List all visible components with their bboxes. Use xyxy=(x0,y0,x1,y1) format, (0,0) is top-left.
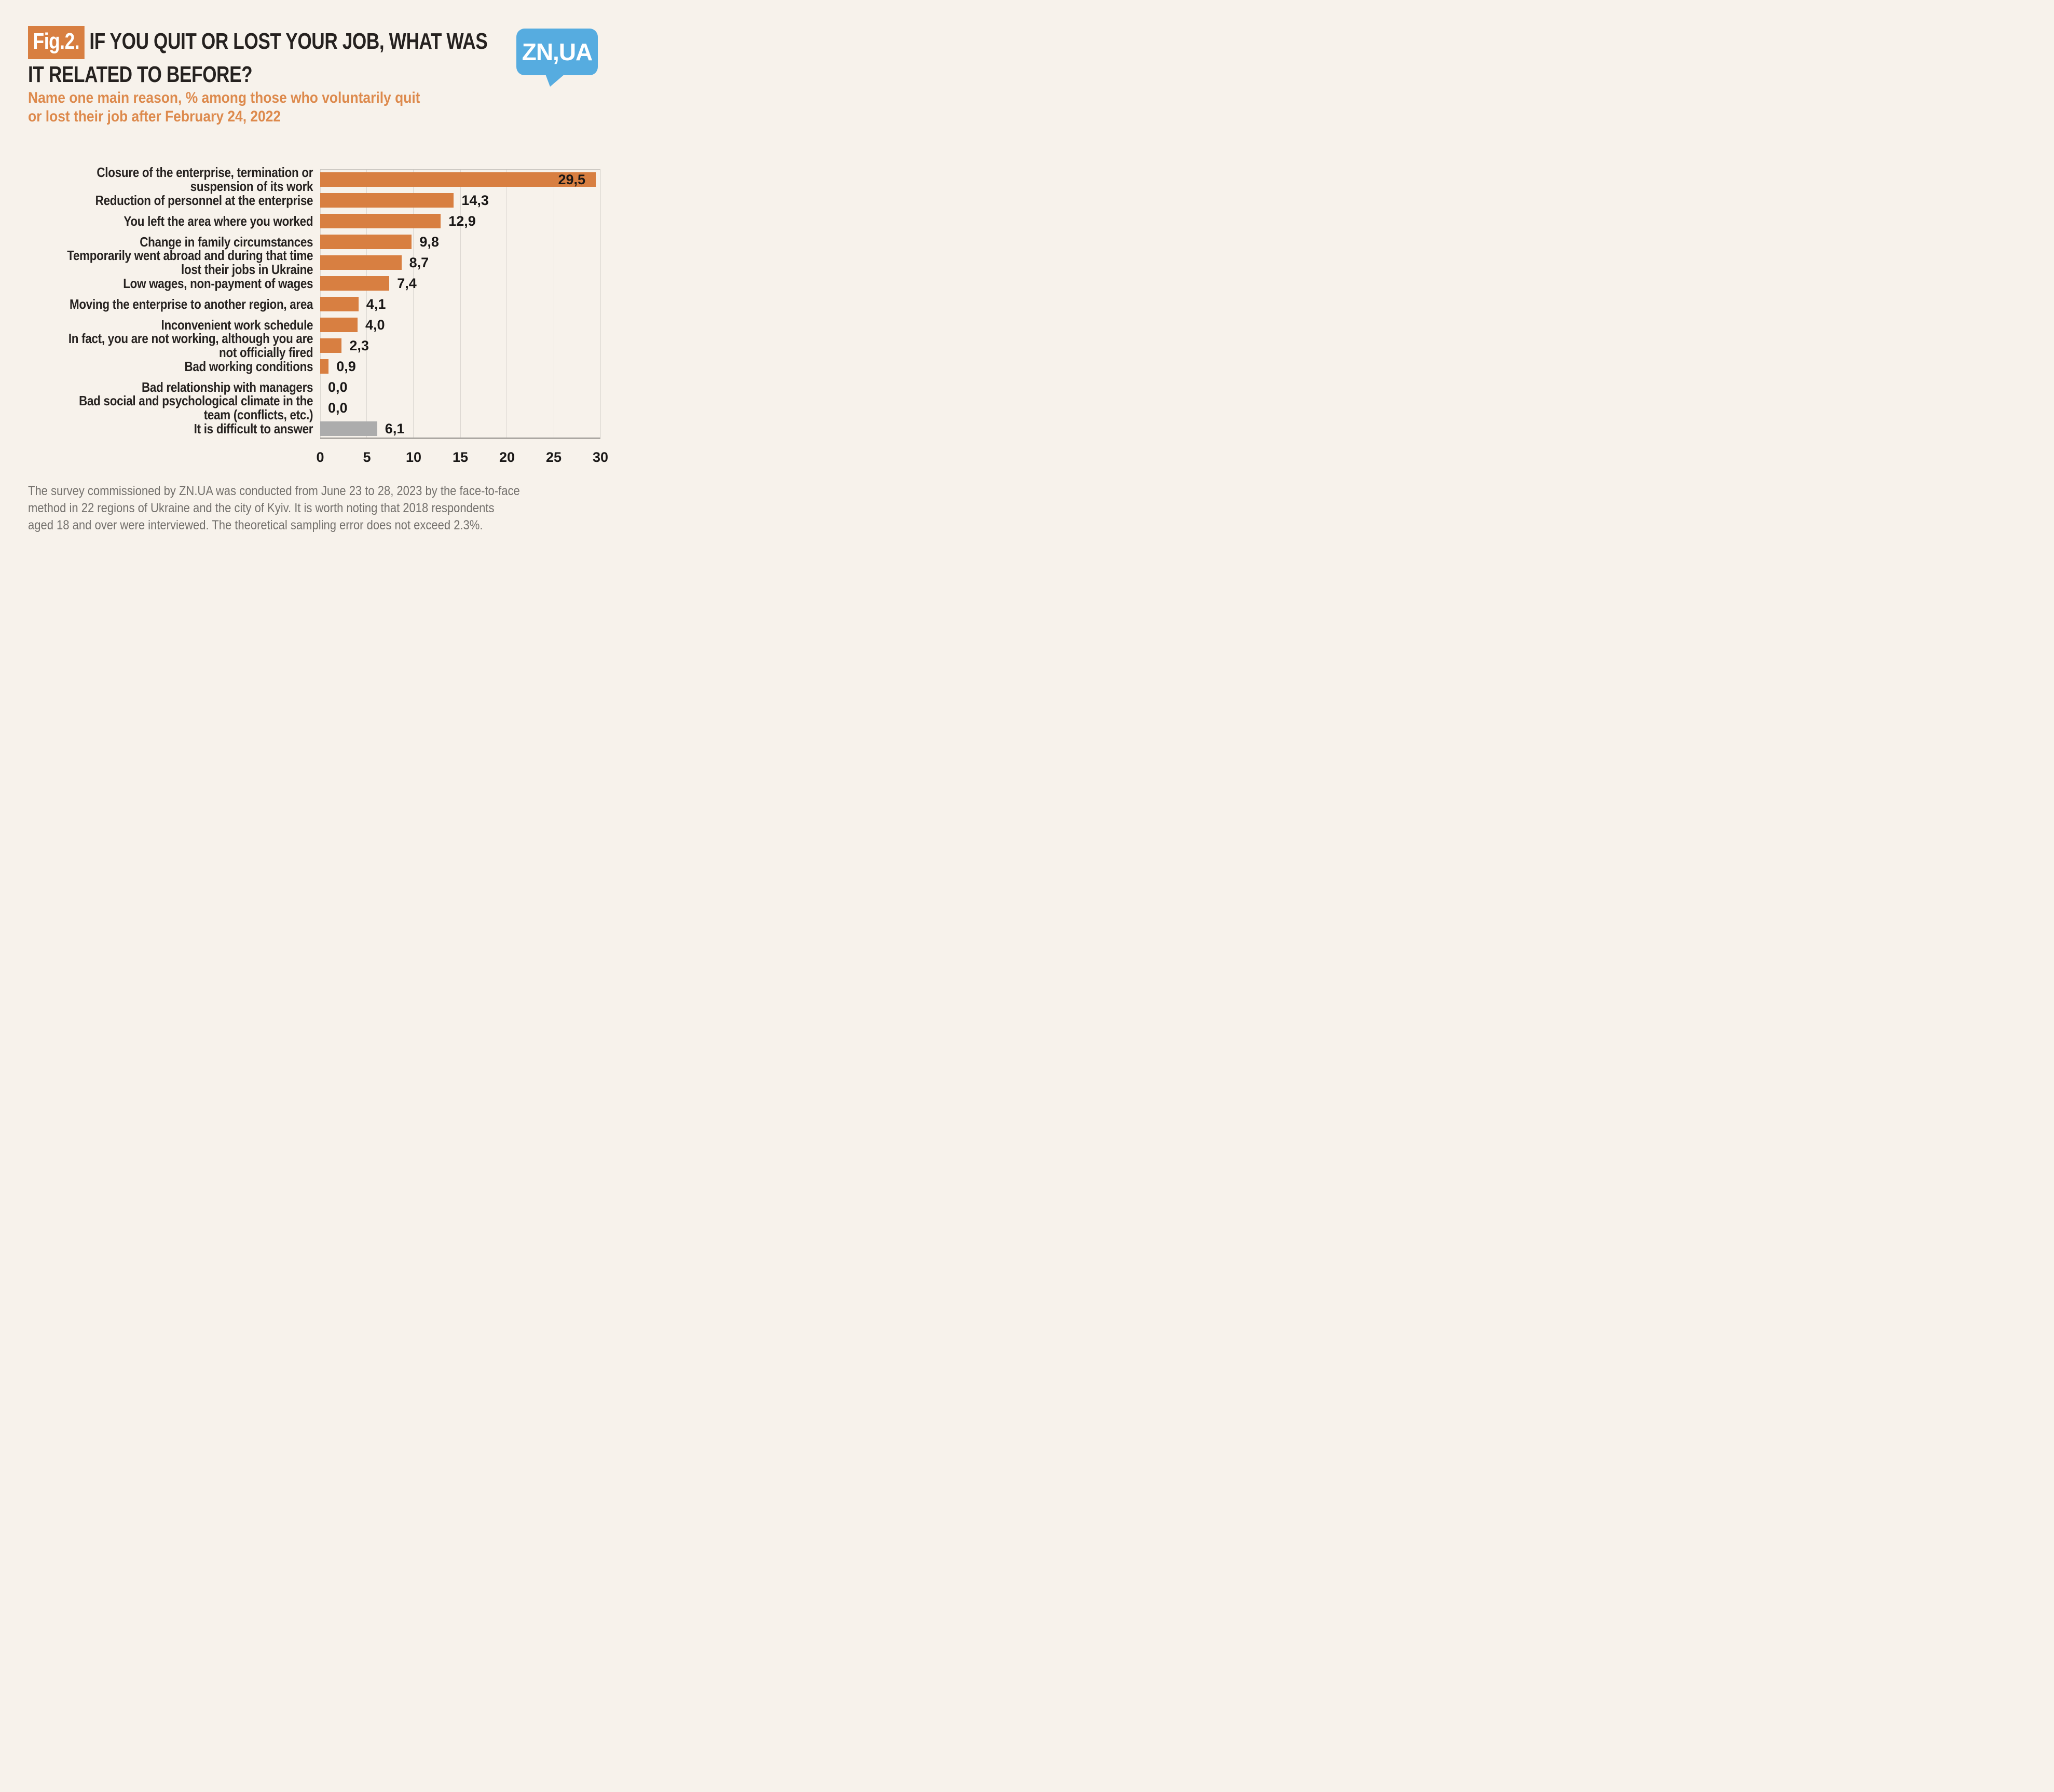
bar-cell: 14,3 xyxy=(320,190,600,211)
bar-cell: 12,9 xyxy=(320,211,600,231)
x-tick-label: 15 xyxy=(452,449,469,465)
chart-row: Bad social and psychological climate in … xyxy=(17,394,600,422)
category-label: Closure of the enterprise, termination o… xyxy=(97,165,313,194)
bar-cell: 0,9 xyxy=(320,356,600,377)
category-label: Inconvenient work schedule xyxy=(161,317,313,333)
x-gridline xyxy=(600,170,601,437)
x-tick-label: 0 xyxy=(316,449,324,465)
bar-cell: 29,5 xyxy=(320,169,600,190)
title-text-line1: IF YOU QUIT OR LOST YOUR JOB, WHAT WAS xyxy=(89,29,488,54)
survey-footnote: The survey commissioned by ZN.UA was con… xyxy=(28,483,588,534)
chart-row: Moving the enterprise to another region,… xyxy=(17,294,600,314)
x-axis: 0 5 10 15 20 25 30 xyxy=(316,446,608,468)
chart-row: In fact, you are not working, although y… xyxy=(17,332,600,360)
survey-footnote-text: The survey commissioned by ZN.UA was con… xyxy=(28,484,520,532)
category-label: Reduction of personnel at the enterprise xyxy=(95,192,313,208)
bar-cell: 4,1 xyxy=(320,294,600,314)
bar-cell: 0,0 xyxy=(320,377,600,398)
category-label: You left the area where you worked xyxy=(124,213,313,229)
bar xyxy=(320,214,441,228)
category-label: Bad social and psychological climate in … xyxy=(79,393,313,422)
chart-row: Bad working conditions 0,9 xyxy=(17,356,600,377)
bar xyxy=(320,193,454,208)
bar-cell: 0,0 xyxy=(320,398,600,418)
figure-label: Fig.2. xyxy=(28,26,85,59)
chart-row: Inconvenient work schedule 4,0 xyxy=(17,314,600,335)
page-title: Fig.2. IF YOU QUIT OR LOST YOUR JOB, WHAT… xyxy=(28,26,599,90)
bar xyxy=(320,318,358,332)
bar-cell: 4,0 xyxy=(320,314,600,335)
bar-cell: 2,3 xyxy=(320,335,600,356)
x-gridline xyxy=(460,170,461,437)
category-label: Change in family circumstances xyxy=(140,234,313,250)
value-label: 12,9 xyxy=(448,213,476,229)
chart-row: Bad relationship with managers 0,0 xyxy=(17,377,600,398)
infographic: { "header": { "figure_label": "Fig.2.", … xyxy=(0,0,623,543)
title-line-1: Fig.2. IF YOU QUIT OR LOST YOUR JOB, WHAT… xyxy=(28,26,488,59)
bar xyxy=(320,255,402,270)
chart-subtitle: Name one main reason, % among those who … xyxy=(28,89,495,127)
bar xyxy=(320,297,359,311)
bar xyxy=(320,338,342,353)
value-label: 9,8 xyxy=(419,234,439,250)
category-label: Moving the enterprise to another region,… xyxy=(70,296,313,312)
bar xyxy=(320,235,412,249)
x-gridline xyxy=(506,170,508,437)
chart-row: Low wages, non-payment of wages 7,4 xyxy=(17,273,600,294)
bar-chart: Closure of the enterprise, termination o… xyxy=(17,166,608,466)
subtitle-line-1: Name one main reason, % among those who … xyxy=(28,89,420,106)
value-label: 29,5 xyxy=(558,172,585,187)
value-label: 8,7 xyxy=(409,255,429,270)
bar-rows: Closure of the enterprise, termination o… xyxy=(17,166,600,439)
x-gridline xyxy=(413,170,414,437)
znua-logo-text: ZN,UA xyxy=(522,38,593,65)
subtitle-line-2: or lost their job after February 24, 202… xyxy=(28,108,281,125)
category-label: In fact, you are not working, although y… xyxy=(68,331,313,360)
x-tick-label: 30 xyxy=(592,449,609,465)
value-label: 2,3 xyxy=(349,338,369,353)
bar-cell: 8,7 xyxy=(320,252,600,273)
value-label: 0,0 xyxy=(328,379,348,395)
value-label: 4,0 xyxy=(365,317,385,333)
chart-row: You left the area where you worked 12,9 xyxy=(17,211,600,231)
category-label: Temporarily went abroad and during that … xyxy=(67,248,313,277)
value-label: 7,4 xyxy=(397,276,417,291)
chart-row: Closure of the enterprise, termination o… xyxy=(17,166,600,194)
chart-row: Temporarily went abroad and during that … xyxy=(17,249,600,277)
znua-logo: ZN,UA xyxy=(516,29,598,87)
bar xyxy=(320,421,377,436)
title-text-line2: IT RELATED TO BEFORE? xyxy=(28,62,253,87)
category-label: Bad working conditions xyxy=(184,358,313,374)
category-label: Low wages, non-payment of wages xyxy=(123,275,313,291)
chart-row: Change in family circumstances 9,8 xyxy=(17,231,600,252)
chart-row: It is difficult to answer 6,1 xyxy=(17,418,600,439)
value-label: 4,1 xyxy=(366,296,386,312)
bar xyxy=(320,276,390,291)
bar-cell: 6,1 xyxy=(320,418,600,439)
x-gridline xyxy=(366,170,367,437)
category-label: Bad relationship with managers xyxy=(142,379,313,395)
bar-cell: 7,4 xyxy=(320,273,600,294)
x-tick-label: 10 xyxy=(405,449,422,465)
category-label: It is difficult to answer xyxy=(194,420,313,436)
value-label: 6,1 xyxy=(385,421,405,436)
bar xyxy=(320,172,596,187)
value-label: 0,9 xyxy=(336,359,356,374)
title-line-2: IT RELATED TO BEFORE? xyxy=(28,59,485,90)
x-tick-label: 25 xyxy=(545,449,562,465)
value-label: 0,0 xyxy=(328,400,348,416)
value-label: 14,3 xyxy=(461,193,489,208)
x-tick-label: 20 xyxy=(499,449,515,465)
bar xyxy=(320,359,329,374)
bar-cell: 9,8 xyxy=(320,231,600,252)
chart-row: Reduction of personnel at the enterprise… xyxy=(17,190,600,211)
x-tick-label: 5 xyxy=(363,449,371,465)
